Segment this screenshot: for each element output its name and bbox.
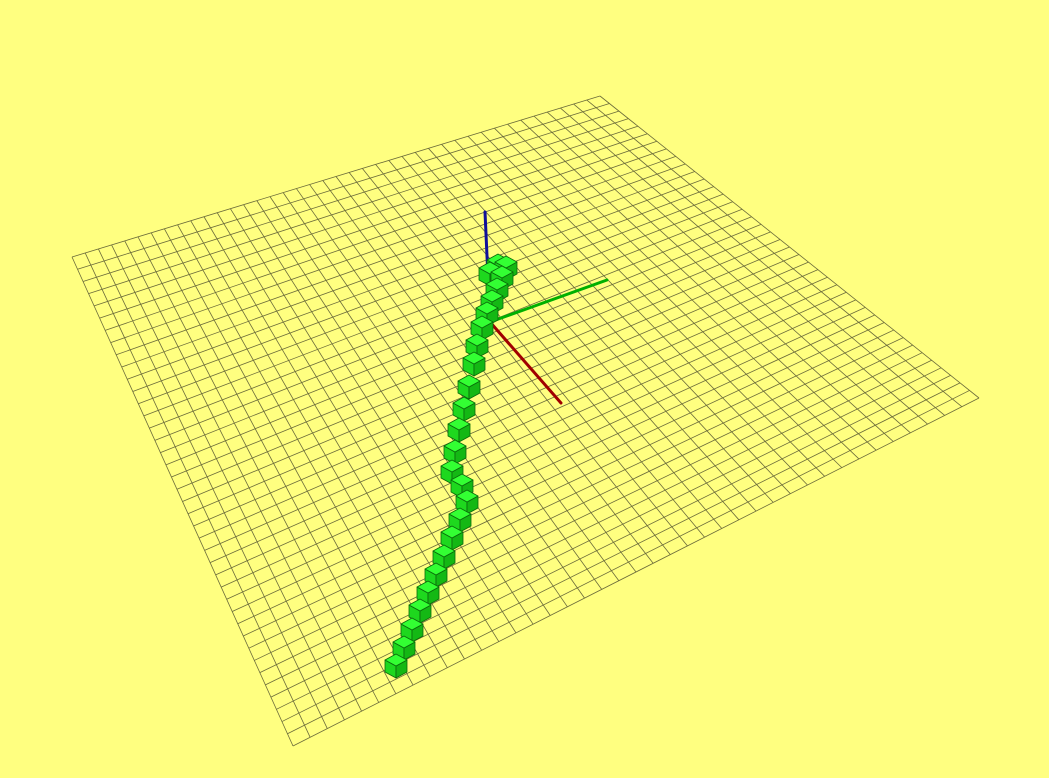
grid-line [221,299,856,588]
cube [432,544,456,570]
grid-line [248,337,904,649]
cube [440,459,464,485]
cube-face-top [465,333,489,347]
cube-face-top [485,277,509,291]
cube [447,417,471,443]
grid-line [414,152,740,521]
axis-x-line [488,320,563,405]
grid-line [401,156,723,529]
grid-line [533,115,894,442]
grid-line [388,160,705,538]
grid-line [215,291,847,576]
grid-line [494,127,843,468]
grid-line [348,172,654,564]
grid-line [265,359,932,686]
grid-line [193,261,809,527]
grid-line [454,139,791,494]
cube-face-top [480,289,504,303]
cube [440,525,464,551]
grid-line [232,314,875,612]
axis-y-line [488,278,609,324]
grid-line [292,397,980,747]
grid-line [259,352,923,674]
cube-face-top [450,473,474,487]
grid-line [573,103,945,416]
cube-face-top [452,396,476,410]
cube-face-top [475,301,499,315]
grid-line [254,344,913,661]
cube-face-top [440,525,464,539]
grid-line [586,99,963,408]
cube-face-top [443,439,467,453]
cube [400,617,424,643]
grid-line [375,164,688,547]
grid-line [546,111,911,434]
grid-line [507,123,860,460]
grid-line [362,168,671,555]
grid-line [270,367,942,698]
cube-face-top [400,617,424,631]
grid-line [441,144,774,503]
cube-face-top [424,562,448,576]
grid-line [428,148,757,512]
grid-line [276,374,951,710]
grid-line [187,254,800,515]
cube [457,374,481,400]
grid-line [287,390,970,735]
grid-line [560,107,928,425]
cube [452,396,476,422]
cube-face-top [448,507,472,521]
grid-line [599,95,980,399]
cube [384,653,408,679]
cube-face-top [457,374,481,388]
cube-face-top [490,265,514,279]
cube [416,580,440,606]
grid-line [209,284,838,563]
cube-face-top [408,598,432,612]
grid-line [467,135,808,486]
cube-face-top [432,544,456,558]
cube-face-top [470,315,494,329]
grid-line [243,329,894,637]
cube-face-top [384,653,408,667]
cube [392,635,416,661]
grid-line [198,269,819,539]
cube-face-top [455,489,479,503]
cube-face-top [440,459,464,473]
grid-line [520,119,877,451]
cube [443,439,467,465]
cube-path [384,253,518,679]
cube-face-top [416,580,440,594]
cube-face-top [392,635,416,649]
cube-face-top [462,351,486,365]
grid-line [226,307,866,600]
grid-line [237,322,885,625]
grid-line [204,276,828,551]
grid-line [182,246,790,502]
cube [462,351,486,377]
grid-line [480,131,825,477]
cube-face-top [447,417,471,431]
